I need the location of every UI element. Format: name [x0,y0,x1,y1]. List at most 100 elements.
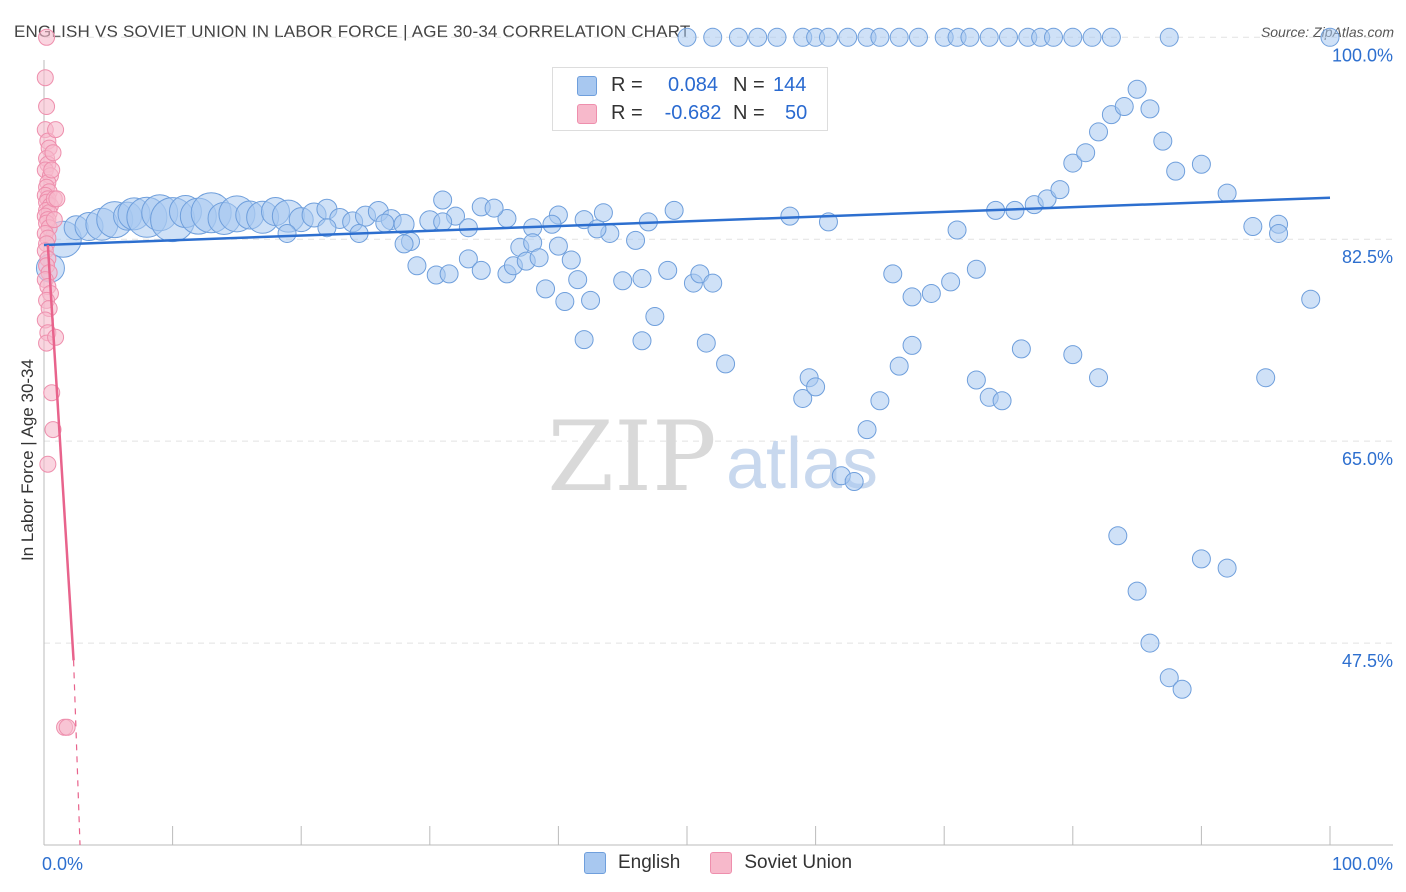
english-point-77 [806,377,826,397]
soviet-point-39 [47,121,65,139]
english-point-74 [716,354,736,374]
english-point-94 [1127,79,1147,99]
english-point-144 [1044,27,1064,47]
english-point-112 [1011,339,1031,359]
english-point-134 [870,27,890,47]
english-point-41 [317,218,337,238]
english-point-43 [375,213,395,233]
english-point-148 [1159,27,1179,47]
english-point-107 [889,356,909,376]
soviet-trend-line [46,244,75,661]
english-point-55 [587,219,607,239]
english-point-69 [703,273,723,293]
english-point-147 [1101,27,1121,47]
english-point-141 [999,27,1018,47]
english-point-119 [1172,679,1192,699]
english-point-151 [484,198,504,218]
english-point-78 [883,264,903,284]
english-point-52 [548,236,568,256]
english-point-100 [1243,217,1263,237]
english-point-53 [568,270,588,290]
english-n-value: 144 [773,74,807,96]
english-n-label: N = [733,74,765,96]
soviet-point-0 [38,28,56,46]
soviet-point-40 [44,144,62,162]
english-point-57 [407,256,427,276]
soviet-point-41 [43,161,61,179]
english-point-118 [1159,668,1179,688]
english-point-140 [979,27,999,47]
soviet-point-48 [48,190,66,208]
english-point-152 [542,214,562,234]
english-point-121 [1217,558,1237,578]
english-point-73 [696,333,716,353]
english-point-113 [1063,345,1083,365]
english-point-89 [1063,153,1083,173]
legend-item-soviet[interactable]: Soviet Union [710,852,852,874]
soviet-r-value: -0.682 [664,102,722,124]
stats-legend: R = 0.084 N = 144 R = -0.682 N = 50 [552,67,828,131]
english-point-54 [581,290,601,310]
legend-item-english[interactable]: English [584,852,680,874]
english-point-132 [838,27,858,47]
soviet-point-43 [47,328,65,346]
english-point-99 [1217,183,1237,203]
english-point-82 [947,220,967,240]
english-point-102 [1301,289,1321,309]
tick-labels: 100.0% 82.5% 65.0% 47.5% 0.0% 100.0% [42,45,1393,874]
soviet-trend-extension [72,660,81,846]
english-point-123 [1269,223,1289,243]
english-point-105 [857,420,877,440]
english-point-106 [870,391,890,411]
english-point-75 [793,388,813,408]
english-point-39 [626,230,646,250]
english-point-90 [1076,143,1096,163]
soviet-r-label: R = [611,102,643,124]
english-point-65 [632,268,652,288]
english-point-146 [1082,27,1102,47]
english-point-104 [844,472,864,492]
english-point-80 [921,283,941,303]
english-point-126 [728,27,748,47]
english-point-117 [1140,633,1160,653]
soviet-n-value: 50 [785,102,808,124]
english-point-79 [902,287,922,307]
english-point-139 [960,27,980,47]
soviet-point-47 [58,718,76,736]
english-point-93 [1114,97,1134,117]
legend-row-soviet: R = -0.682 N = 50 [577,102,807,125]
english-point-136 [908,27,928,47]
legend-row-english: R = 0.084 N = 144 [577,74,806,97]
english-point-116 [1127,581,1147,601]
english-point-125 [703,27,723,47]
soviet-point-1 [36,69,54,87]
english-point-135 [889,27,909,47]
english-point-150 [433,212,453,232]
english-point-72 [632,331,652,351]
english-point-155 [664,200,684,220]
english-point-64 [613,271,633,291]
trend-lines [43,196,1331,846]
x-tick-label-0: 0.0% [42,854,83,874]
y-tick-label-1: 82.5% [1342,247,1393,267]
english-point-109 [966,370,986,390]
english-point-63 [536,279,556,299]
watermark-zip: ZIP [547,401,716,513]
y-tick-label-2: 65.0% [1342,449,1393,469]
english-point-66 [658,260,678,280]
english-point-115 [1108,526,1128,546]
english-point-131 [818,27,838,47]
watermark: ZIP atlas [547,401,878,513]
english-point-114 [1089,368,1109,388]
soviet-point-2 [38,98,56,116]
english-point-96 [1153,131,1173,151]
english-point-81 [941,272,961,292]
legend-soviet-swatch [710,852,733,874]
english-point-32 [458,218,478,238]
english-r-value: 0.084 [667,74,719,96]
legend-soviet-label: Soviet Union [744,852,853,873]
english-point-56 [394,234,414,254]
english-point-120 [1191,549,1211,569]
english-r-label: R = [611,74,643,96]
